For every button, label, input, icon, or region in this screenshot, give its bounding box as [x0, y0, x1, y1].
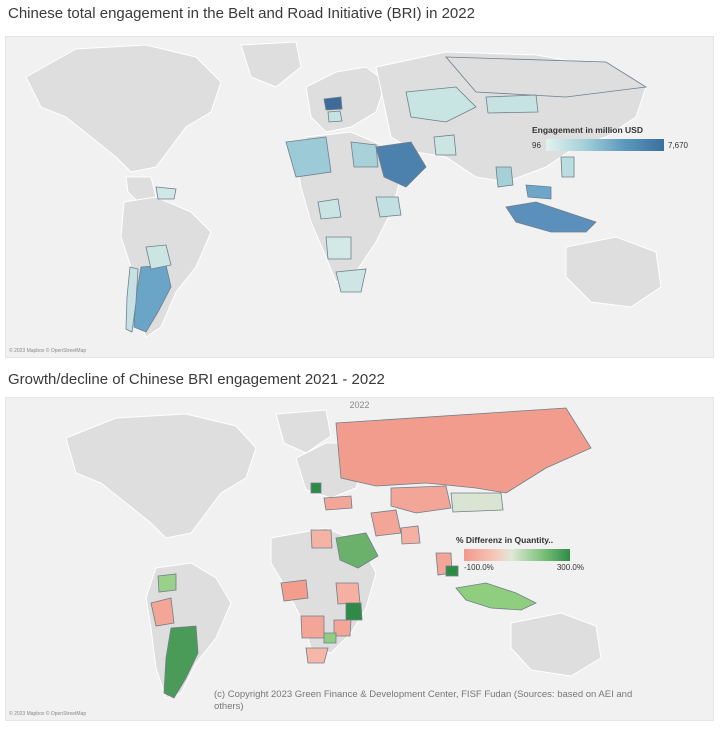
country-kenya: [345, 602, 363, 621]
country-south-africa: [335, 268, 367, 293]
country-angola: [325, 236, 352, 260]
engagement-map-canvas[interactable]: [6, 37, 713, 357]
north-america-land: [65, 413, 257, 539]
country-nigeria: [280, 579, 309, 602]
country-tanzania: [333, 619, 352, 637]
country-malaysia: [525, 184, 552, 200]
engagement-legend-min: 96: [532, 141, 541, 150]
country-pakistan: [433, 134, 457, 156]
country-thailand: [495, 166, 514, 188]
growth-legend: % Differenz in Quantity.. -100.0% 300.0%: [456, 535, 586, 575]
country-bolivia: [145, 244, 172, 270]
country-turkey: [323, 495, 353, 511]
country-egypt: [350, 141, 379, 168]
australia-land: [510, 612, 602, 677]
country-saudi-arabia: [375, 141, 427, 188]
country-serbia: [310, 482, 322, 494]
country-angola: [300, 615, 325, 639]
country-philippines: [560, 156, 575, 178]
country-kazakhstan: [390, 485, 452, 514]
map-2-title: Growth/decline of Chinese BRI engagement…: [8, 371, 385, 388]
engagement-legend-gradient: [546, 139, 664, 151]
country-indonesia: [505, 201, 597, 233]
country-nigeria: [317, 198, 342, 220]
north-america-land: [25, 44, 222, 173]
country-colombia: [157, 573, 177, 593]
map-1-attribution: © 2023 Mapbox © OpenStreetMap: [9, 348, 87, 354]
australia-land: [565, 236, 662, 308]
engagement-map[interactable]: Engagement in million USD 96 7,670 © 202…: [5, 36, 714, 358]
country-mongolia: [450, 492, 504, 513]
country-indonesia: [455, 582, 537, 611]
country-russia: [335, 407, 592, 494]
country-argentina: [163, 625, 199, 699]
growth-legend-max: 300.0%: [556, 563, 584, 572]
country-peru: [150, 597, 175, 627]
growth-map-canvas[interactable]: [6, 398, 713, 720]
engagement-legend-max: 7,670: [667, 141, 688, 150]
country-serbia: [327, 110, 343, 123]
country-venezuela: [155, 186, 177, 200]
country-saudi-arabia: [335, 532, 379, 569]
copyright-note: (c) Copyright 2023 Green Finance & Devel…: [214, 689, 633, 712]
country-ethiopia: [335, 582, 361, 605]
country-chile: [125, 266, 139, 333]
country-cambodia: [445, 565, 459, 577]
map-1-title: Chinese total engagement in the Belt and…: [8, 5, 475, 22]
europe-land: [305, 66, 387, 133]
country-hungary: [323, 96, 343, 111]
country-mongolia: [485, 94, 539, 114]
engagement-legend: Engagement in million USD 96 7,670: [532, 125, 688, 159]
country-egypt: [310, 529, 333, 549]
map-2-attribution: © 2023 Mapbox © OpenStreetMap: [9, 711, 87, 717]
growth-map[interactable]: 2022 % Differenz in Quantity.. -100.0% 3…: [5, 397, 714, 721]
country-iran: [370, 509, 402, 537]
country-pakistan: [400, 525, 421, 545]
growth-legend-title: % Differenz in Quantity..: [456, 535, 554, 545]
engagement-legend-title: Engagement in million USD: [532, 125, 643, 135]
greenland-land: [275, 409, 332, 454]
year-header: 2022: [349, 400, 370, 410]
growth-legend-min: -100.0%: [464, 563, 494, 572]
country-south-africa: [305, 647, 329, 664]
country-russia: [445, 56, 648, 98]
greenland-land: [240, 41, 302, 88]
country-kazakhstan: [405, 86, 477, 123]
country-ethiopia: [375, 196, 402, 218]
growth-legend-gradient: [464, 549, 570, 561]
country-zambia: [323, 632, 337, 644]
country-algeria: [285, 136, 332, 178]
